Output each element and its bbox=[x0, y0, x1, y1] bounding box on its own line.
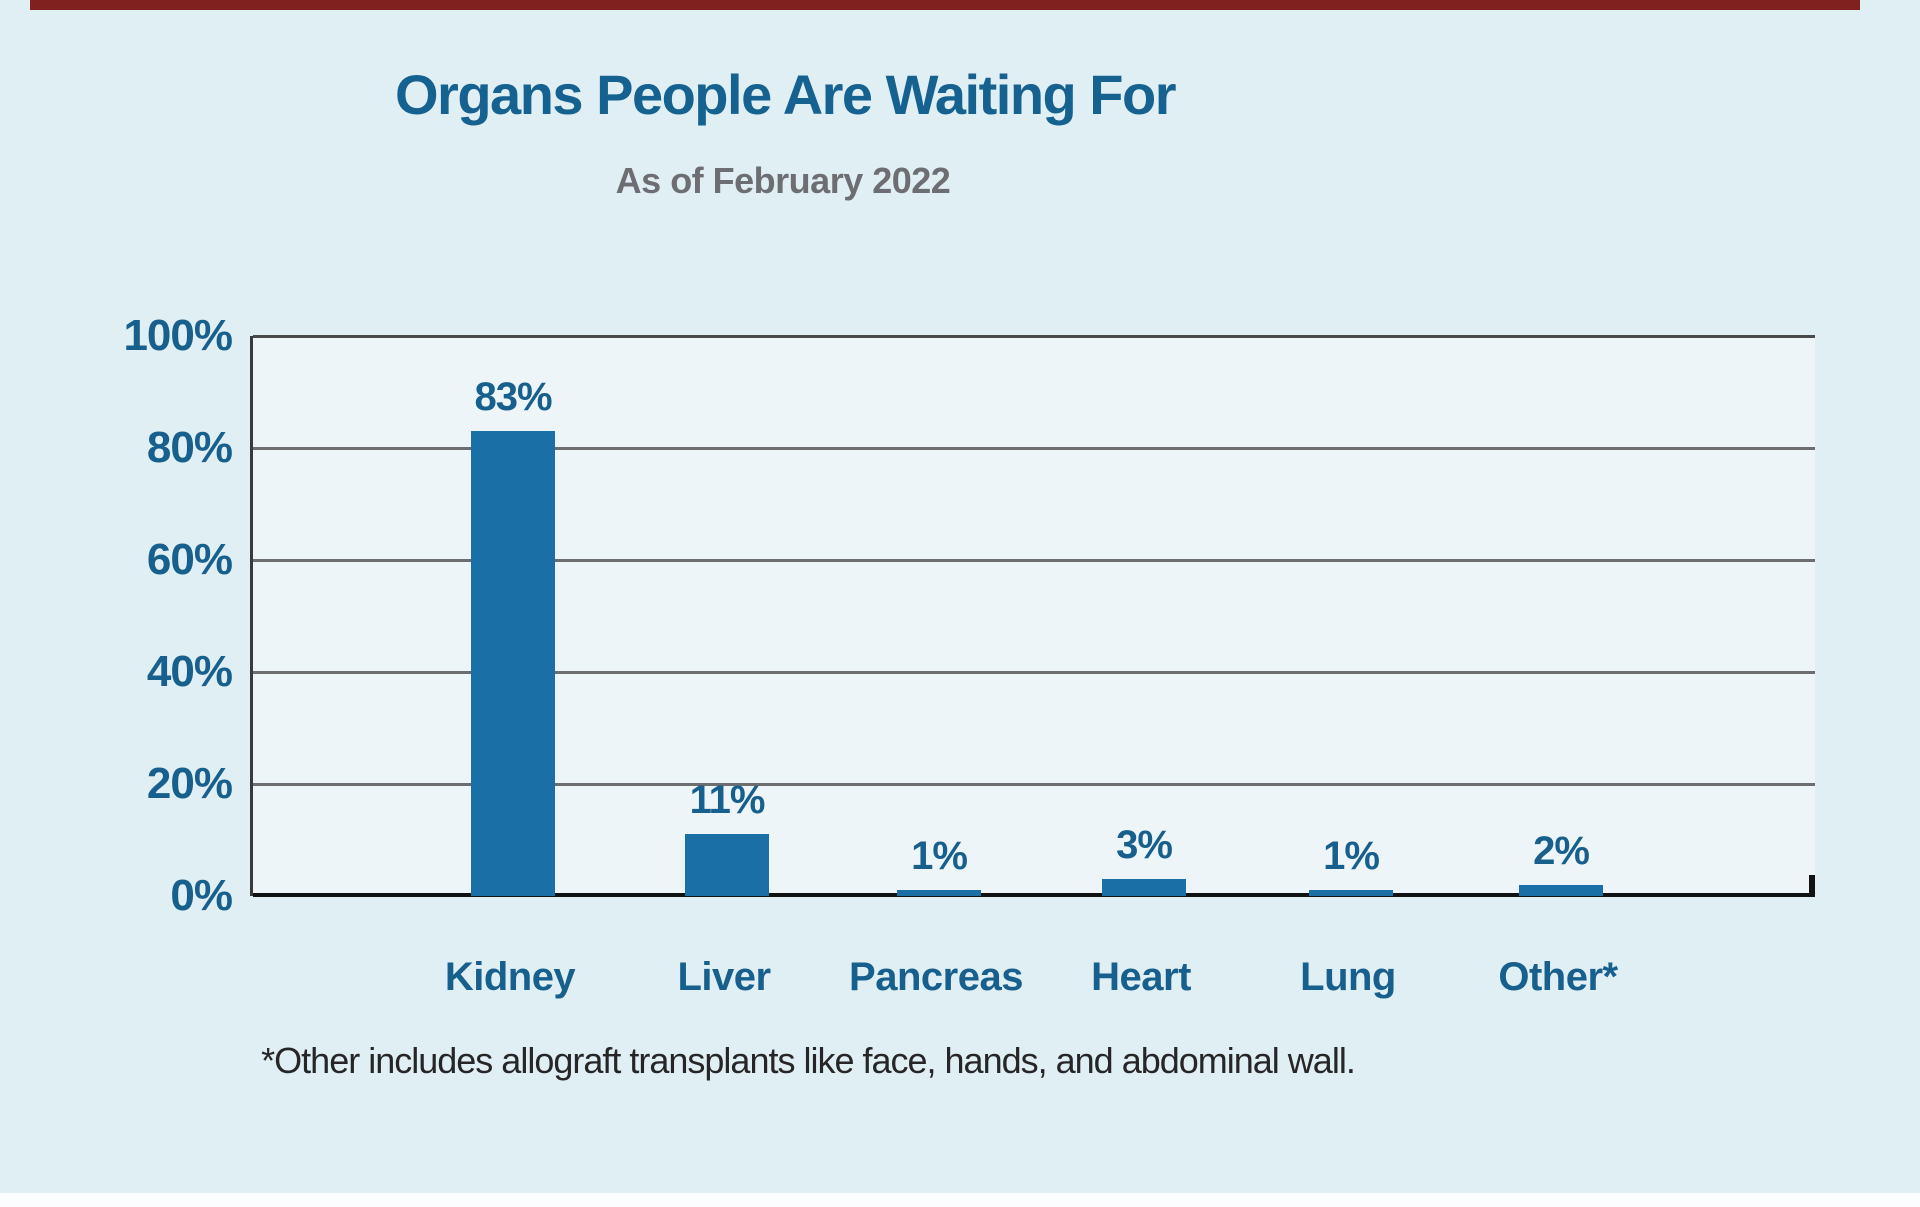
category-label-liver: Liver bbox=[677, 955, 771, 999]
chart-subtitle: As of February 2022 bbox=[615, 160, 951, 201]
bar-value-label: 1% bbox=[1323, 834, 1380, 879]
y-axis-tick-label: 0% bbox=[170, 871, 233, 920]
top-accent-bar bbox=[30, 0, 1860, 10]
y-axis-tick-label: 20% bbox=[146, 759, 233, 808]
bar-value-label: 3% bbox=[1116, 823, 1173, 868]
bar-value-label: 11% bbox=[689, 778, 766, 823]
bottom-edge-strip bbox=[0, 1193, 1920, 1207]
bar-pancreas bbox=[897, 890, 981, 896]
bar-value-label: 1% bbox=[911, 834, 968, 879]
gridline bbox=[253, 671, 1815, 674]
category-label-pancreas: Pancreas bbox=[849, 955, 1023, 999]
chart-footnote: *Other includes allograft transplants li… bbox=[261, 1040, 1356, 1081]
bar-kidney bbox=[471, 431, 555, 896]
plot-area: 83% 11% 1% 3% 1% 2% bbox=[250, 335, 1815, 897]
bar-heart bbox=[1102, 879, 1186, 896]
axis-end-tick bbox=[1809, 875, 1815, 893]
plot-top-border bbox=[253, 335, 1815, 338]
category-label-lung: Lung bbox=[1300, 955, 1396, 999]
chart-title: Organs People Are Waiting For bbox=[394, 63, 1177, 126]
y-axis-tick-label: 60% bbox=[146, 535, 233, 584]
bar-other bbox=[1519, 884, 1603, 896]
category-label-heart: Heart bbox=[1091, 955, 1191, 999]
gridline bbox=[253, 447, 1815, 450]
bar-value-label: 2% bbox=[1533, 828, 1590, 873]
bar-value-label: 83% bbox=[474, 375, 552, 420]
gridline bbox=[253, 559, 1815, 562]
y-axis-tick-label: 80% bbox=[146, 423, 233, 472]
y-axis-tick-label: 100% bbox=[123, 311, 233, 360]
category-label-kidney: Kidney bbox=[444, 955, 576, 999]
gridline bbox=[253, 783, 1815, 786]
x-axis-line bbox=[253, 893, 1815, 897]
category-label-other: Other* bbox=[1498, 955, 1618, 999]
y-axis-tick-label: 40% bbox=[146, 647, 233, 696]
bar-liver bbox=[685, 834, 769, 896]
bar-lung bbox=[1309, 890, 1393, 896]
